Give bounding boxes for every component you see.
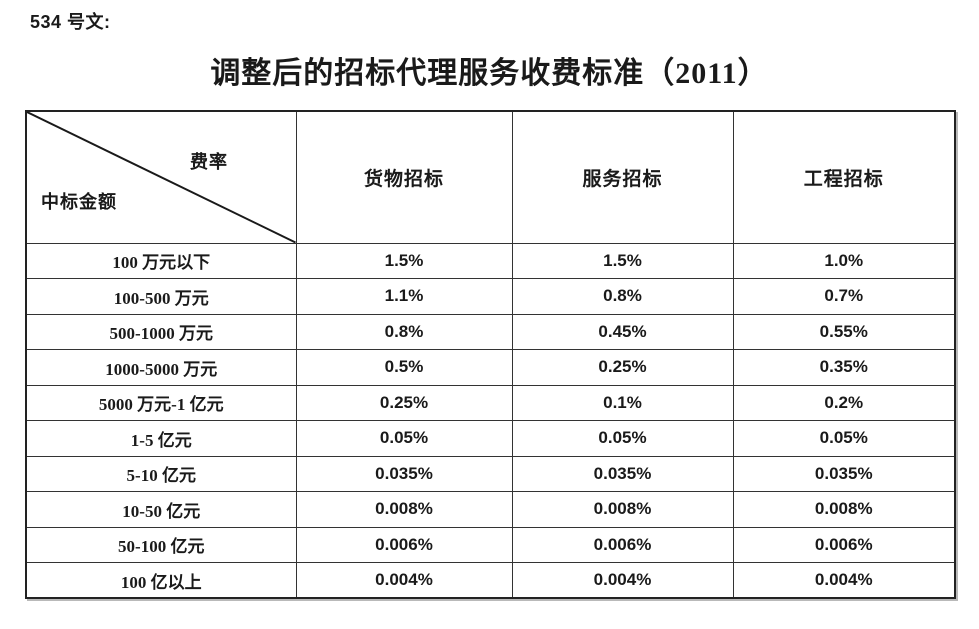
row-label-bid-amount-range: 5000 万元-1 亿元 <box>25 384 297 421</box>
rate-value-cell: 0.2% <box>732 384 956 421</box>
row-label-bid-amount-range: 500-1000 万元 <box>25 313 297 350</box>
rate-value-cell: 0.7% <box>732 278 956 315</box>
rate-value-cell: 1.5% <box>295 242 513 279</box>
rate-value-cell: 0.5% <box>295 349 513 386</box>
table-row: 100-500 万元 1.1% 0.8% 0.7% <box>25 278 956 315</box>
rate-value-cell: 0.008% <box>511 491 734 528</box>
corner-label-fee-rate: 费率 <box>190 152 228 172</box>
column-header-engineering-bidding: 工程招标 <box>732 110 956 244</box>
table-row: 1000-5000 万元 0.5% 0.25% 0.35% <box>25 349 956 386</box>
rate-value-cell: 0.45% <box>511 313 734 350</box>
table-row: 5000 万元-1 亿元 0.25% 0.1% 0.2% <box>25 384 956 421</box>
table-row: 100 万元以下 1.5% 1.5% 1.0% <box>25 242 956 279</box>
rate-value-cell: 0.035% <box>732 455 956 492</box>
fee-rate-table: 费率 中标金额 货物招标 服务招标 工程招标 100 万元以下 1.5% 1.5% 1… <box>25 110 956 599</box>
rate-value-cell: 1.0% <box>732 242 956 279</box>
column-header-goods-bidding: 货物招标 <box>295 110 513 244</box>
row-label-bid-amount-range: 10-50 亿元 <box>25 491 297 528</box>
row-label-bid-amount-range: 1-5 亿元 <box>25 420 297 457</box>
table-row: 500-1000 万元 0.8% 0.45% 0.55% <box>25 313 956 350</box>
rate-value-cell: 0.55% <box>732 313 956 350</box>
rate-value-cell: 0.006% <box>511 526 734 563</box>
rate-value-cell: 0.05% <box>295 420 513 457</box>
diagonal-corner-cell: 费率 中标金额 <box>25 110 297 244</box>
page-title: 调整后的招标代理服务收费标准（2011） <box>210 57 769 90</box>
row-label-bid-amount-range: 100 万元以下 <box>25 242 297 279</box>
corner-label-bid-amount: 中标金额 <box>41 192 117 212</box>
table-header-row: 费率 中标金额 货物招标 服务招标 工程招标 <box>25 110 956 244</box>
column-header-service-bidding: 服务招标 <box>511 110 734 244</box>
rate-value-cell: 0.035% <box>511 455 734 492</box>
rate-value-cell: 0.35% <box>732 349 956 386</box>
rate-value-cell: 0.004% <box>732 562 956 599</box>
rate-value-cell: 0.035% <box>295 455 513 492</box>
rate-value-cell: 1.5% <box>511 242 734 279</box>
fee-table-container: 费率 中标金额 货物招标 服务招标 工程招标 100 万元以下 1.5% 1.5% 1… <box>25 110 956 599</box>
doc-reference-number: 534 号文: <box>30 12 111 32</box>
rate-value-cell: 0.05% <box>732 420 956 457</box>
table-row: 100 亿以上 0.004% 0.004% 0.004% <box>25 562 956 599</box>
row-label-bid-amount-range: 100 亿以上 <box>25 562 297 599</box>
rate-value-cell: 0.05% <box>511 420 734 457</box>
row-label-bid-amount-range: 50-100 亿元 <box>25 526 297 563</box>
row-label-bid-amount-range: 100-500 万元 <box>25 278 297 315</box>
diagonal-divider-line <box>27 112 295 242</box>
rate-value-cell: 0.006% <box>732 526 956 563</box>
table-body: 100 万元以下 1.5% 1.5% 1.0% 100-500 万元 1.1% 0.8% 0.… <box>25 242 956 599</box>
row-label-bid-amount-range: 1000-5000 万元 <box>25 349 297 386</box>
row-label-bid-amount-range: 5-10 亿元 <box>25 455 297 492</box>
rate-value-cell: 0.004% <box>511 562 734 599</box>
table-row: 50-100 亿元 0.006% 0.006% 0.006% <box>25 526 956 563</box>
table-row: 1-5 亿元 0.05% 0.05% 0.05% <box>25 420 956 457</box>
rate-value-cell: 0.008% <box>295 491 513 528</box>
table-row: 5-10 亿元 0.035% 0.035% 0.035% <box>25 455 956 492</box>
rate-value-cell: 0.25% <box>295 384 513 421</box>
rate-value-cell: 0.006% <box>295 526 513 563</box>
rate-value-cell: 1.1% <box>295 278 513 315</box>
rate-value-cell: 0.8% <box>511 278 734 315</box>
rate-value-cell: 0.1% <box>511 384 734 421</box>
rate-value-cell: 0.25% <box>511 349 734 386</box>
rate-value-cell: 0.008% <box>732 491 956 528</box>
rate-value-cell: 0.004% <box>295 562 513 599</box>
rate-value-cell: 0.8% <box>295 313 513 350</box>
table-row: 10-50 亿元 0.008% 0.008% 0.008% <box>25 491 956 528</box>
